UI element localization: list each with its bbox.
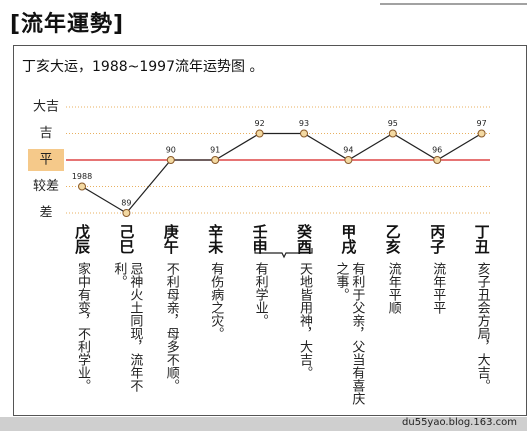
- point: [300, 129, 308, 138]
- category-label: 乙亥: [383, 224, 402, 254]
- category-label: 癸酉: [295, 224, 313, 254]
- point: [211, 156, 220, 164]
- point: [122, 209, 131, 217]
- y-tick-label: 平: [39, 153, 52, 168]
- category-label: 壬申: [250, 224, 269, 254]
- page-title: [流年運勢]: [10, 12, 125, 37]
- category-note: 天地皆用神，大吉。: [297, 262, 312, 379]
- point: [388, 129, 397, 138]
- value-label: 92: [255, 119, 265, 128]
- y-tick-label: 差: [39, 206, 52, 221]
- point: [255, 129, 264, 138]
- value-label: 1988: [72, 172, 92, 181]
- value-label: 94: [343, 146, 353, 155]
- value-label: 90: [166, 146, 176, 155]
- value-label: 91: [210, 146, 220, 155]
- point: [166, 156, 175, 164]
- point: [477, 129, 486, 138]
- y-tick-label: 吉: [39, 126, 52, 141]
- category-label: 丙子: [428, 224, 447, 254]
- category-note: 家中有变，不利学业。: [75, 262, 90, 392]
- point: [344, 156, 353, 164]
- level-highlight: [28, 149, 64, 171]
- category-label: 辛未: [206, 224, 225, 254]
- point: [78, 182, 86, 191]
- value-label: 96: [432, 146, 442, 155]
- category-note: 忌神火土同现，流年不利。: [111, 262, 143, 392]
- trend-line: [81, 132, 482, 214]
- category-label: 戊辰: [73, 224, 91, 254]
- category-label: 丁丑: [472, 224, 491, 254]
- chart-subtitle: 丁亥大运，1988~1997流年运势图 。: [22, 59, 264, 75]
- point: [433, 156, 442, 164]
- value-label: 97: [477, 119, 487, 128]
- footer: du55yao.blog.163.com: [0, 417, 527, 431]
- category-note: 流年平顺: [385, 262, 401, 314]
- value-label: 93: [299, 119, 309, 128]
- y-tick-label: 较差: [33, 179, 59, 194]
- y-tick-label: 大吉: [33, 100, 59, 115]
- category-label: 庚午: [161, 224, 180, 254]
- category-note: 亥子丑会方局，大吉。: [474, 262, 490, 392]
- value-label: 95: [388, 119, 398, 128]
- footer-text: du55yao.blog.163.com: [402, 417, 517, 428]
- category-note: 流年平平: [430, 262, 446, 314]
- category-label: 甲戌: [339, 224, 358, 254]
- category-label: 己巳: [117, 224, 136, 254]
- bracket: [254, 248, 313, 259]
- category-note: 有利学业。: [252, 262, 268, 327]
- category-note: 有利于父亲，父当有喜庆之事。: [333, 262, 365, 405]
- category-note: 有伤病之灾。: [208, 262, 224, 340]
- value-label: 89: [121, 199, 131, 208]
- category-note: 不利母亲，母多不顺。: [163, 262, 179, 392]
